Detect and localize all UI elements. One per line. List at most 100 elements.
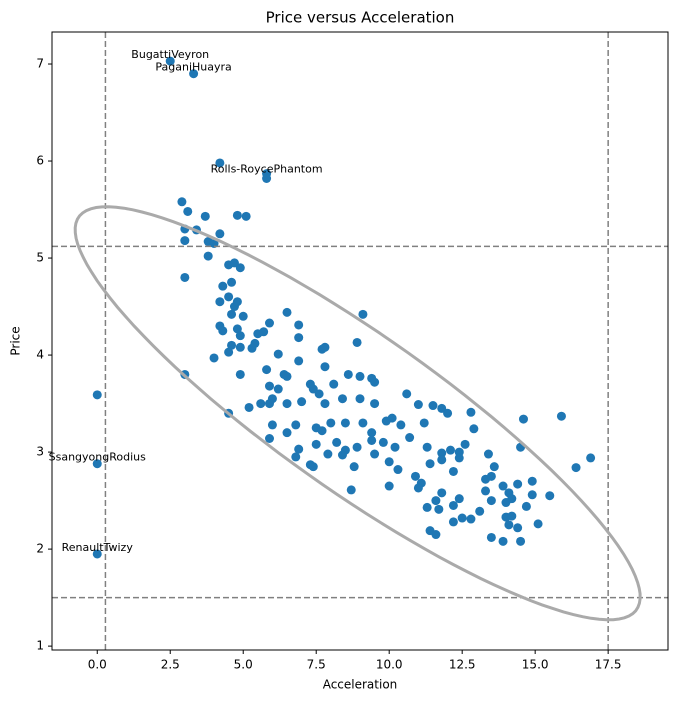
- point: [466, 407, 476, 417]
- point: [513, 523, 523, 533]
- point: [434, 504, 444, 514]
- point: [486, 532, 496, 542]
- point: [507, 511, 517, 521]
- point: [396, 420, 406, 430]
- point: [370, 449, 380, 459]
- point: [329, 379, 339, 389]
- point: [264, 318, 274, 328]
- y-tick-label: 1: [36, 639, 44, 653]
- point: [446, 445, 456, 455]
- point: [247, 343, 257, 353]
- point: [448, 500, 458, 510]
- point: [326, 418, 336, 428]
- x-tick-label: 0.0: [88, 658, 107, 672]
- point: [92, 390, 102, 400]
- point: [469, 424, 479, 434]
- point: [367, 428, 377, 438]
- point: [320, 399, 330, 409]
- point: [224, 292, 234, 302]
- point: [215, 229, 225, 239]
- x-tick-label: 15.0: [522, 658, 549, 672]
- point: [294, 333, 304, 343]
- point: [256, 399, 266, 409]
- point: [241, 211, 251, 221]
- point: [437, 448, 447, 458]
- y-tick-label: 5: [36, 251, 44, 265]
- annotation: SsangyongRodius: [49, 451, 146, 464]
- point: [384, 481, 394, 491]
- point: [413, 400, 423, 410]
- ellipse: [73, 205, 642, 622]
- point: [227, 309, 237, 319]
- point: [92, 549, 102, 559]
- point: [282, 428, 292, 438]
- point: [475, 506, 485, 516]
- point: [489, 462, 499, 472]
- annotation: BugattiVeyron: [131, 48, 209, 61]
- point: [337, 394, 347, 404]
- point: [291, 420, 301, 430]
- point: [180, 236, 190, 246]
- point: [422, 442, 432, 452]
- point: [294, 320, 304, 330]
- point: [235, 331, 245, 341]
- point: [443, 408, 453, 418]
- point: [273, 349, 283, 359]
- x-tick-label: 10.0: [376, 658, 403, 672]
- point: [483, 449, 493, 459]
- point: [349, 462, 359, 472]
- point: [460, 439, 470, 449]
- point: [533, 519, 543, 529]
- x-tick-label: 7.5: [307, 658, 326, 672]
- point: [297, 397, 307, 407]
- point: [405, 433, 415, 443]
- plot-frame: [51, 31, 669, 651]
- point: [235, 342, 245, 352]
- point: [259, 327, 269, 337]
- point: [513, 479, 523, 489]
- point: [370, 399, 380, 409]
- point: [200, 211, 210, 221]
- point: [294, 356, 304, 366]
- point: [291, 452, 301, 462]
- y-axis-label: Price: [9, 326, 23, 355]
- point: [481, 486, 491, 496]
- point: [358, 309, 368, 319]
- chart-title: Price versus Acceleration: [266, 9, 455, 27]
- point: [218, 326, 228, 336]
- point: [282, 371, 292, 381]
- point: [454, 453, 464, 463]
- point: [504, 520, 514, 530]
- point: [437, 455, 447, 465]
- point: [215, 158, 225, 168]
- point: [498, 481, 508, 491]
- point: [378, 437, 388, 447]
- point: [586, 453, 596, 463]
- point: [320, 342, 330, 352]
- point: [556, 411, 566, 421]
- point: [355, 371, 365, 381]
- point: [262, 365, 272, 375]
- point: [262, 173, 272, 183]
- point: [370, 377, 380, 387]
- point: [545, 491, 555, 501]
- point: [92, 459, 102, 469]
- point: [507, 494, 517, 504]
- point: [431, 496, 441, 506]
- point: [244, 402, 254, 412]
- point: [215, 297, 225, 307]
- point: [428, 401, 438, 411]
- point: [521, 501, 531, 511]
- point: [218, 281, 228, 291]
- point: [518, 414, 528, 424]
- y-tick-label: 6: [36, 154, 44, 168]
- y-tick-label: 4: [36, 348, 44, 362]
- y-tick-label: 2: [36, 542, 44, 556]
- point: [232, 324, 242, 334]
- point: [352, 337, 362, 347]
- point: [264, 381, 274, 391]
- point: [209, 353, 219, 363]
- point: [320, 362, 330, 372]
- annotation: PaganiHuayra: [155, 61, 231, 74]
